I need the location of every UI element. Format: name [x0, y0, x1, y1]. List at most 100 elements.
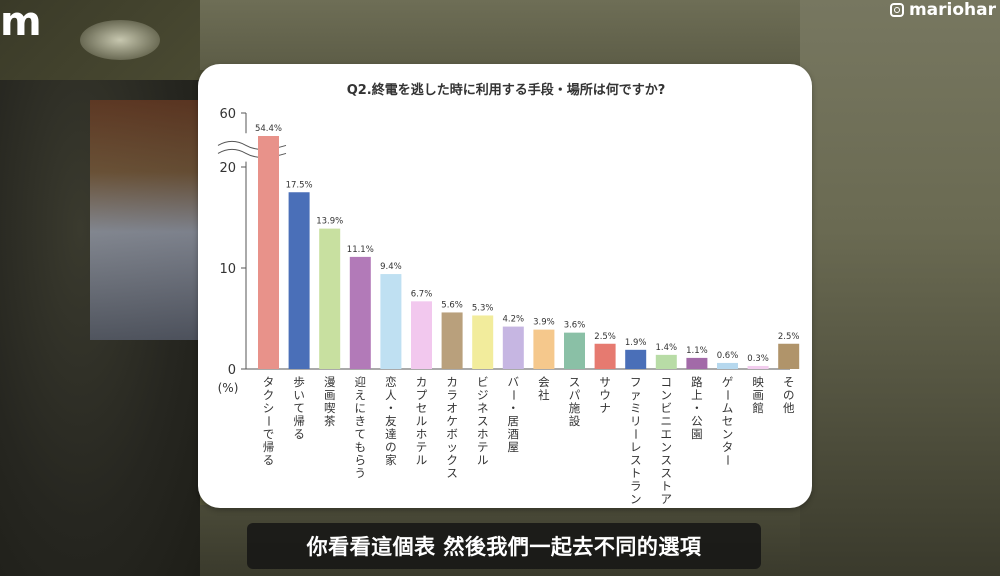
x-tick-label-char: 酒: [508, 427, 520, 441]
bar: [502, 326, 524, 369]
x-tick-label: 映画館: [752, 375, 764, 415]
x-tick-label-char: コ: [661, 375, 673, 389]
x-tick-label-char: に: [355, 401, 367, 415]
x-tick-label-char: ル: [477, 453, 489, 467]
x-tick-label-char: ー: [721, 389, 735, 401]
x-tick-label-char: オ: [446, 401, 458, 415]
y-tick-label: 20: [219, 161, 236, 176]
bar: [319, 228, 341, 369]
bar: [625, 349, 647, 369]
x-tick-label-char: ホ: [477, 427, 489, 441]
x-tick-label-char: プ: [416, 388, 428, 402]
x-tick-label-char: セ: [416, 401, 428, 415]
y-tick-label: 10: [219, 262, 236, 277]
x-tick-label-char: 家: [385, 453, 397, 467]
bar-value-label: 13.9%: [316, 217, 343, 227]
x-tick-label-char: ら: [355, 453, 367, 467]
bar: [686, 357, 708, 369]
channel-handle: mariohar: [889, 0, 996, 20]
x-tick-label-char: レ: [630, 440, 642, 454]
x-tick-label-char: 迎: [355, 375, 367, 389]
x-tick-label-char: タ: [722, 440, 734, 454]
x-tick-label-char: 設: [569, 414, 581, 428]
x-tick-label-char: ニ: [661, 414, 673, 428]
x-tick-label-char: ウ: [599, 388, 611, 402]
x-tick-label-char: ス: [661, 466, 673, 480]
x-tick-label-char: 人: [385, 388, 397, 402]
x-tick-label-char: る: [263, 453, 275, 467]
bar-value-label: 4.2%: [502, 315, 524, 325]
x-tick-label-char: 上: [691, 388, 703, 402]
x-tick-label-char: ラ: [446, 388, 458, 402]
x-tick-label-char: 画: [752, 388, 764, 402]
x-tick-label-char: 館: [752, 401, 764, 415]
x-tick-label-char: ー: [506, 389, 520, 401]
x-tick-label-char: フ: [630, 375, 642, 389]
background-top: [200, 0, 800, 70]
x-tick-label-char: シ: [263, 401, 275, 415]
x-tick-label-char: の: [385, 440, 397, 454]
bar-value-label: 9.4%: [380, 262, 402, 272]
x-tick-label-char: ル: [416, 453, 428, 467]
x-tick-label-char: ・: [691, 401, 703, 415]
x-tick-label-char: ナ: [599, 401, 611, 415]
bar-value-label: 3.9%: [533, 318, 555, 328]
x-tick-label-char: ー: [629, 428, 643, 440]
bar: [472, 315, 494, 369]
instagram-icon: [889, 3, 904, 17]
x-tick-label-char: ア: [661, 492, 673, 506]
x-tick-label-char: ボ: [446, 427, 458, 441]
bar-value-label: 6.7%: [411, 289, 433, 299]
bar-value-label: 11.1%: [347, 245, 374, 255]
bar: [441, 312, 463, 369]
x-tick-label-char: ス: [630, 453, 642, 467]
x-tick-label-char: ビ: [661, 401, 673, 415]
x-tick-label-char: テ: [477, 440, 489, 454]
background-light: [80, 20, 160, 60]
bar-value-label: 2.5%: [594, 332, 616, 342]
bar-value-label: 0.3%: [747, 354, 769, 364]
x-tick-label-char: ネ: [477, 401, 489, 415]
x-tick-label-char: テ: [416, 440, 428, 454]
x-tick-label-char: ・: [385, 401, 397, 415]
x-tick-label-char: ミ: [630, 401, 642, 415]
x-tick-label-char: ス: [569, 375, 581, 389]
x-tick-label-char: バ: [508, 375, 520, 389]
x-tick-label-char: 園: [691, 427, 703, 441]
bar: [778, 343, 800, 369]
x-tick-label-char: 達: [385, 427, 397, 441]
x-tick-label-char: ァ: [630, 388, 642, 402]
x-tick-label-char: 喫: [324, 401, 336, 415]
x-tick-label-char: 画: [324, 388, 336, 402]
x-tick-label-char: ジ: [477, 388, 489, 402]
x-tick-label-char: ム: [722, 401, 734, 415]
x-tick-label-char: 帰: [263, 440, 275, 454]
x-tick-label-char: で: [263, 427, 275, 441]
x-tick-label-char: 居: [508, 414, 520, 428]
x-tick-label-char: も: [355, 440, 367, 454]
x-tick-label-char: ト: [630, 466, 642, 480]
x-tick-label-char: ン: [661, 440, 673, 454]
x-tick-label-char: ー: [721, 454, 735, 466]
x-tick-label-char: ン: [630, 492, 642, 506]
x-tick-label-char: ト: [661, 479, 673, 493]
x-tick-label-char: 歩: [293, 375, 305, 389]
x-tick-label-char: ン: [722, 427, 734, 441]
bar: [717, 362, 738, 369]
x-tick-label-char: て: [293, 401, 305, 415]
bar: [411, 301, 432, 369]
y-axis-label: (%): [218, 381, 239, 395]
x-tick-label-char: の: [783, 388, 795, 402]
bar-value-label: 2.5%: [778, 332, 800, 342]
x-tick-label-char: る: [293, 427, 305, 441]
bar-value-label: 5.6%: [441, 300, 463, 310]
x-tick-label-char: 屋: [508, 440, 520, 454]
x-tick-label-char: ッ: [446, 440, 458, 454]
bar: [533, 329, 555, 369]
